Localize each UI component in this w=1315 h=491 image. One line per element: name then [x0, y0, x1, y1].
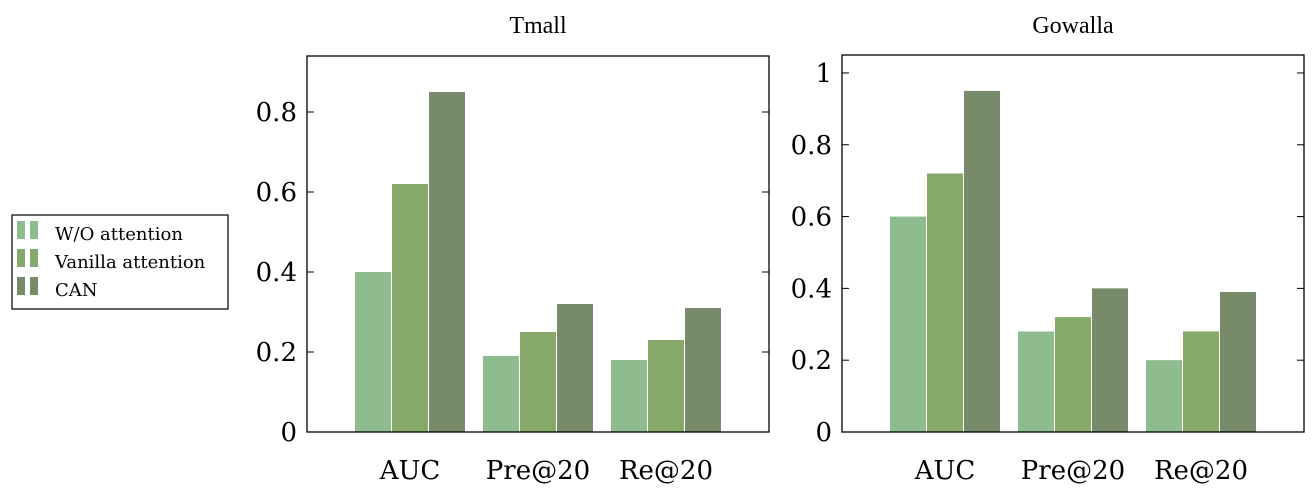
bar-gowalla-auc-vanilla-attention [927, 173, 963, 432]
bar-gowalla-re-20-can [1220, 291, 1256, 432]
bar-gowalla-pre-20-vanilla-attention [1055, 317, 1091, 432]
bar-tmall-auc-w-o-attention [355, 272, 391, 432]
chart-panel-gowalla: Gowalla AUC Pre@20 Re@20 0 0.2 0.4 0.6 0.8 1 [791, 13, 1305, 486]
y-tick-label: 0.8 [791, 131, 832, 161]
y-tick-label: 0.4 [256, 258, 297, 288]
bar-gowalla-pre-20-can [1092, 288, 1128, 432]
y-tick-label: 0.6 [791, 203, 832, 233]
y-tick-label: 0.2 [256, 338, 297, 368]
legend-swatch-1b [30, 221, 38, 239]
bar-tmall-re-20-vanilla-attention [648, 340, 684, 432]
bar-tmall-auc-can [429, 92, 465, 432]
y-tick-label: 1 [815, 59, 832, 89]
x-tick-label-pre-20: Pre@20 [486, 456, 590, 486]
y-tick-label: 0 [815, 418, 832, 448]
chart-title-gowalla: Gowalla [1032, 13, 1114, 39]
bar-gowalla-auc-can [964, 90, 1000, 433]
legend-swatch-2b [30, 249, 38, 267]
legend-frame [11, 214, 229, 310]
legend-swatch-1a [17, 221, 25, 239]
x-tick-label-auc: AUC [914, 456, 976, 486]
y-tick-label: 0.6 [256, 178, 297, 208]
y-tick-label: 0.4 [791, 274, 832, 304]
legend-label-can: CAN [55, 280, 98, 301]
y-tick-label: 0.2 [791, 346, 832, 376]
legend-label-vanilla-attention: Vanilla attention [54, 252, 206, 273]
y-tick-label: 0 [280, 418, 297, 448]
x-tick-label-auc: AUC [379, 456, 441, 486]
legend: W/O attention Vanilla attention CAN [11, 214, 229, 310]
x-tick-label-re-20: Re@20 [1154, 456, 1248, 486]
legend-swatch-3a [17, 277, 25, 295]
x-tick-label-pre-20: Pre@20 [1021, 456, 1125, 486]
bar-gowalla-re-20-vanilla-attention [1183, 331, 1219, 432]
bar-tmall-pre-20-w-o-attention [483, 356, 519, 432]
legend-label-wo-attention: W/O attention [55, 224, 183, 245]
plot-frame [841, 54, 1305, 433]
x-tick-label-re-20: Re@20 [619, 456, 713, 486]
bar-tmall-pre-20-vanilla-attention [520, 332, 556, 432]
legend-swatch-2a [17, 249, 25, 267]
bar-gowalla-pre-20-w-o-attention [1018, 331, 1054, 432]
legend-swatch-3b [30, 277, 38, 295]
bar-tmall-auc-vanilla-attention [392, 184, 428, 432]
bar-tmall-re-20-can [685, 308, 721, 432]
y-tick-label: 0.8 [256, 98, 297, 128]
bar-tmall-pre-20-can [557, 304, 593, 432]
bar-tmall-re-20-w-o-attention [611, 360, 647, 432]
bar-gowalla-re-20-w-o-attention [1146, 360, 1182, 432]
plot-frame [306, 55, 770, 433]
bar-gowalla-auc-w-o-attention [890, 216, 926, 432]
chart-title-tmall: Tmall [509, 13, 567, 39]
chart-panel-tmall: Tmall AUC Pre@20 Re@20 0 0.2 0.4 0.6 0.8 [256, 13, 770, 486]
